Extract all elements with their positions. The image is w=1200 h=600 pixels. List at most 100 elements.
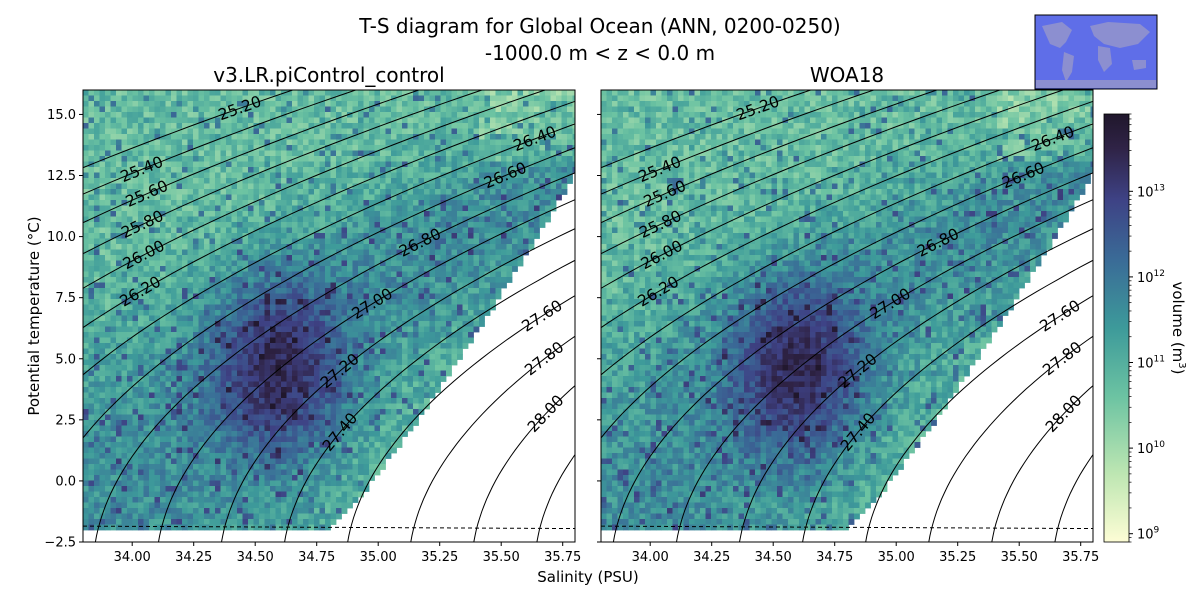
heat-cell [418, 194, 425, 201]
heat-cell [127, 145, 133, 151]
heat-cell [176, 475, 183, 481]
heat-cell [171, 310, 177, 316]
heat-cell [363, 310, 370, 316]
heat-cell [308, 90, 315, 96]
heat-cell [182, 211, 188, 217]
heat-cell [198, 299, 205, 305]
heat-cell [264, 398, 271, 404]
heat-cell [336, 299, 342, 305]
heat-cell [165, 519, 172, 525]
heat-cell [165, 370, 172, 377]
heat-cell [385, 425, 392, 432]
heat-cell [231, 453, 238, 459]
heat-cell [275, 519, 282, 525]
heat-cell [176, 464, 183, 470]
heat-cell [165, 172, 172, 179]
heat-cell [325, 161, 331, 168]
heat-cell [231, 150, 238, 157]
heat-cell [204, 469, 210, 476]
heat-cell [160, 238, 166, 245]
heat-cell [325, 403, 331, 410]
heat-cell [116, 414, 122, 421]
heat-cell [319, 409, 326, 415]
heat-cell [325, 117, 331, 124]
heat-cell [204, 106, 210, 113]
heat-cell [88, 101, 95, 107]
heat-cell [259, 491, 265, 498]
heat-cell [88, 409, 95, 415]
heat-cell [242, 205, 249, 212]
heat-cell [94, 431, 100, 437]
heat-cell [209, 282, 216, 289]
heat-cell [226, 480, 232, 487]
heat-cell [182, 161, 188, 168]
heat-cell [209, 266, 216, 272]
heat-cell [253, 359, 260, 366]
heat-cell [341, 117, 348, 124]
heat-cell [149, 447, 155, 454]
heat-cell [330, 398, 337, 404]
heat-cell [215, 502, 221, 509]
heat-cell [352, 293, 359, 300]
heat-cell [99, 205, 106, 212]
heat-cell [264, 189, 271, 195]
heat-cell [292, 392, 298, 399]
heat-cell [105, 117, 111, 124]
heat-cell [303, 326, 309, 333]
heat-cell [336, 508, 342, 514]
heat-cell [347, 326, 353, 333]
heat-cell [308, 414, 315, 421]
heat-cell [391, 161, 397, 168]
heat-cell [110, 447, 117, 454]
heat-cell [110, 337, 117, 344]
heat-cell [110, 238, 117, 245]
heat-cell [105, 403, 111, 410]
heat-cell [138, 513, 144, 520]
heat-cell [171, 238, 177, 245]
heat-cell [319, 183, 326, 190]
heat-cell [440, 167, 447, 173]
heat-cell [160, 387, 166, 393]
heat-cell [341, 497, 348, 503]
heat-cell [171, 117, 177, 124]
heat-cell [132, 222, 139, 228]
heat-cell [88, 299, 95, 305]
heat-cell [220, 211, 227, 217]
heat-cell [116, 315, 122, 322]
heat-cell [171, 486, 177, 492]
heat-cell [154, 211, 161, 217]
heat-cell [231, 156, 238, 162]
heat-cell [83, 310, 89, 316]
heat-cell [138, 183, 144, 190]
heat-cell [319, 112, 326, 118]
heat-cell [429, 304, 436, 311]
heat-cell [121, 293, 128, 300]
heat-cell [99, 332, 106, 338]
heat-cell [259, 117, 265, 124]
heat-cell [215, 453, 221, 459]
heat-cell [374, 134, 381, 140]
heat-cell [347, 266, 353, 272]
heat-cell [138, 299, 144, 305]
heat-cell [83, 178, 89, 184]
heat-cell [286, 332, 293, 338]
heat-cell [94, 106, 100, 113]
heat-cell [182, 156, 188, 162]
heat-cell [182, 491, 188, 498]
heat-cell [325, 475, 331, 481]
heat-cell [127, 447, 133, 454]
heat-cell [281, 249, 287, 256]
heat-cell [297, 326, 304, 333]
heat-cell [281, 310, 287, 316]
heat-cell [121, 161, 128, 168]
heat-cell [325, 293, 331, 300]
heat-cell [99, 244, 106, 250]
heat-cell [198, 282, 205, 289]
heat-cell [275, 282, 282, 289]
heat-cell [270, 200, 276, 206]
heat-cell [171, 156, 177, 162]
heat-cell [374, 222, 381, 228]
heat-cell [259, 101, 265, 107]
heat-cell [88, 497, 95, 503]
heat-cell [176, 414, 183, 421]
